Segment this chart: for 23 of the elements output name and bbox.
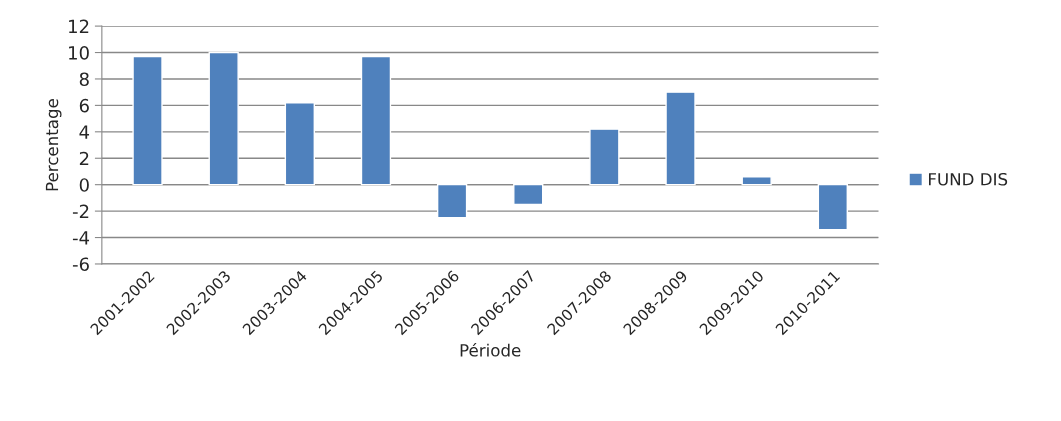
legend-label: FUND DIS [929,172,1008,186]
y-tick-label: -4 [72,231,90,245]
bar [132,55,163,186]
y-tick-label: 10 [69,45,89,60]
y-tick-label: 6 [79,98,89,113]
bar [589,128,620,186]
y-tick-label: 12 [69,19,89,33]
bar [741,176,772,186]
y-tick-label: 8 [79,72,89,87]
bar [817,183,848,231]
bar [284,102,315,186]
bar [665,91,696,186]
y-axis-title: Percentage [45,99,62,191]
bar [360,55,392,186]
bar [436,183,468,219]
bar [513,183,544,206]
y-tick-label: 4 [79,125,90,139]
y-tick-label: -2 [72,204,89,218]
bar [208,51,239,186]
y-tick-label: 2 [79,151,89,166]
y-tick-label: 0 [79,178,89,192]
y-tick-label: -6 [72,257,89,272]
x-axis-title: Période [460,343,521,357]
